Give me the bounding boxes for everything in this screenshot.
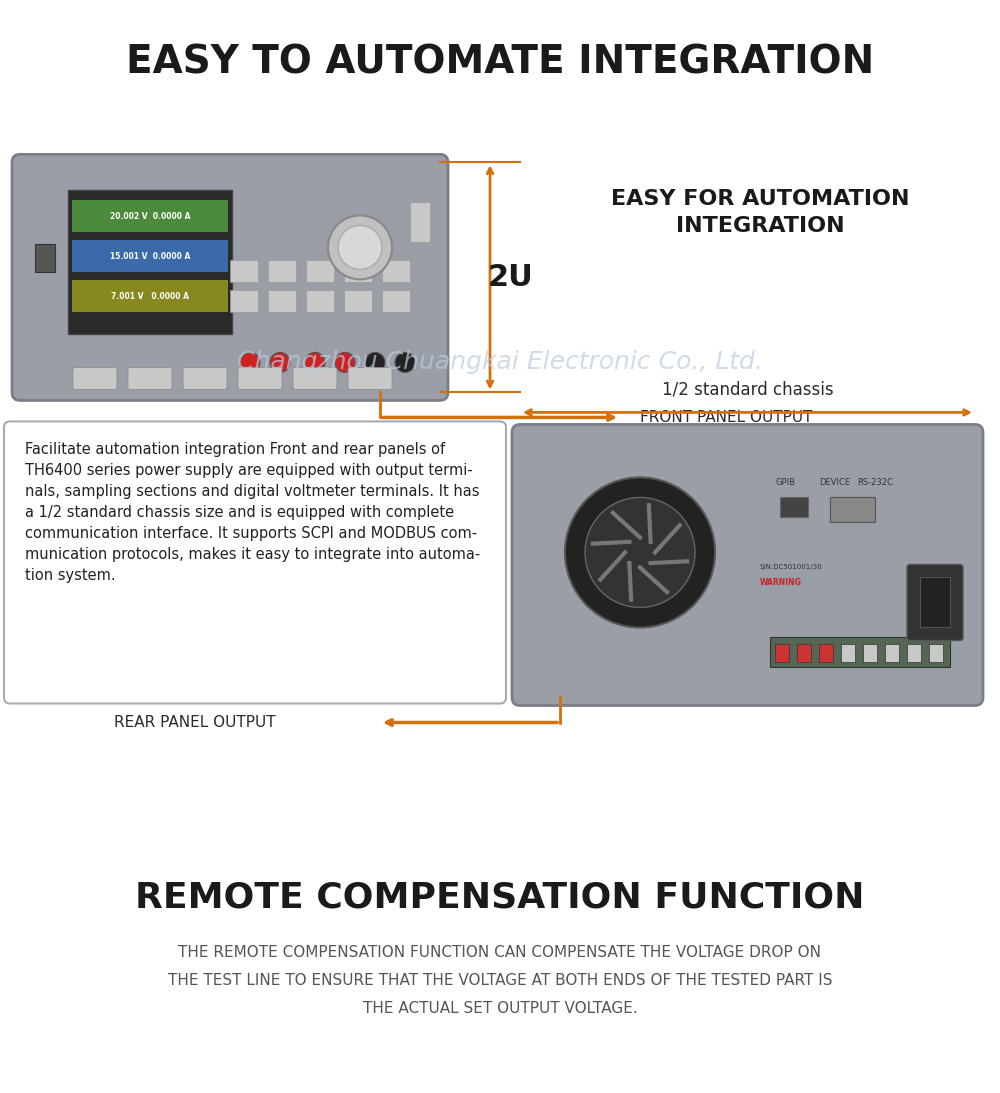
Circle shape: [585, 497, 695, 608]
Bar: [72, 240, 228, 272]
Circle shape: [565, 478, 715, 627]
Circle shape: [395, 352, 415, 373]
Text: 2U: 2U: [487, 263, 533, 292]
FancyBboxPatch shape: [128, 367, 172, 389]
Text: RS-232C: RS-232C: [857, 478, 893, 487]
FancyBboxPatch shape: [348, 367, 392, 389]
Text: THE REMOTE COMPENSATION FUNCTION CAN COMPENSATE THE VOLTAGE DROP ON: THE REMOTE COMPENSATION FUNCTION CAN COM…: [178, 945, 822, 961]
Text: DEVICE: DEVICE: [819, 478, 851, 487]
Bar: [306, 291, 334, 313]
Bar: [775, 645, 789, 662]
Bar: [382, 260, 410, 282]
Text: Changzhou Chuangkai Electronic Co., Ltd.: Changzhou Chuangkai Electronic Co., Ltd.: [237, 351, 763, 375]
Text: THE ACTUAL SET OUTPUT VOLTAGE.: THE ACTUAL SET OUTPUT VOLTAGE.: [363, 1001, 637, 1016]
Text: THE TEST LINE TO ENSURE THAT THE VOLTAGE AT BOTH ENDS OF THE TESTED PART IS: THE TEST LINE TO ENSURE THAT THE VOLTAGE…: [168, 973, 832, 988]
Bar: [230, 260, 258, 282]
FancyBboxPatch shape: [293, 367, 337, 389]
FancyBboxPatch shape: [907, 564, 963, 640]
Text: S/N:DC501001/30: S/N:DC501001/30: [760, 564, 823, 571]
Text: EASY TO AUTOMATE INTEGRATION: EASY TO AUTOMATE INTEGRATION: [126, 44, 874, 81]
Text: FRONT PANEL OUTPUT: FRONT PANEL OUTPUT: [640, 410, 812, 425]
Bar: [929, 645, 943, 662]
FancyBboxPatch shape: [183, 367, 227, 389]
Text: GPIB: GPIB: [775, 478, 795, 487]
Bar: [72, 200, 228, 233]
FancyBboxPatch shape: [68, 190, 232, 334]
Bar: [268, 291, 296, 313]
Bar: [410, 202, 430, 243]
Bar: [230, 291, 258, 313]
Bar: [907, 645, 921, 662]
Bar: [830, 497, 875, 522]
Text: Facilitate automation integration Front and rear panels of
TH6400 series power s: Facilitate automation integration Front …: [25, 443, 480, 584]
FancyBboxPatch shape: [512, 424, 983, 705]
FancyBboxPatch shape: [12, 154, 448, 400]
Text: 1/2 standard chassis: 1/2 standard chassis: [662, 380, 833, 399]
Text: 15.001 V  0.0000 A: 15.001 V 0.0000 A: [110, 251, 190, 261]
Circle shape: [270, 352, 290, 373]
Bar: [920, 577, 950, 627]
Bar: [780, 497, 808, 517]
Text: REMOTE COMPENSATION FUNCTION: REMOTE COMPENSATION FUNCTION: [135, 881, 865, 915]
Circle shape: [365, 352, 385, 373]
Bar: [797, 645, 811, 662]
Circle shape: [328, 215, 392, 280]
Circle shape: [305, 352, 325, 373]
Bar: [72, 281, 228, 313]
Text: 7.001 V   0.0000 A: 7.001 V 0.0000 A: [111, 292, 189, 301]
Circle shape: [338, 225, 382, 269]
FancyBboxPatch shape: [4, 422, 506, 704]
Bar: [344, 260, 372, 282]
Bar: [770, 637, 950, 668]
Bar: [863, 645, 877, 662]
Circle shape: [240, 352, 260, 373]
Bar: [885, 645, 899, 662]
Bar: [841, 645, 855, 662]
Text: REAR PANEL OUTPUT: REAR PANEL OUTPUT: [114, 715, 276, 730]
Text: WARNING: WARNING: [760, 578, 802, 587]
Bar: [382, 291, 410, 313]
Bar: [268, 260, 296, 282]
Text: EASY FOR AUTOMATION
INTEGRATION: EASY FOR AUTOMATION INTEGRATION: [611, 189, 909, 236]
Text: 20.002 V  0.0000 A: 20.002 V 0.0000 A: [110, 212, 190, 221]
Circle shape: [335, 352, 355, 373]
Bar: [35, 245, 55, 272]
Bar: [344, 291, 372, 313]
Bar: [819, 645, 833, 662]
FancyBboxPatch shape: [73, 367, 117, 389]
Bar: [306, 260, 334, 282]
FancyBboxPatch shape: [238, 367, 282, 389]
